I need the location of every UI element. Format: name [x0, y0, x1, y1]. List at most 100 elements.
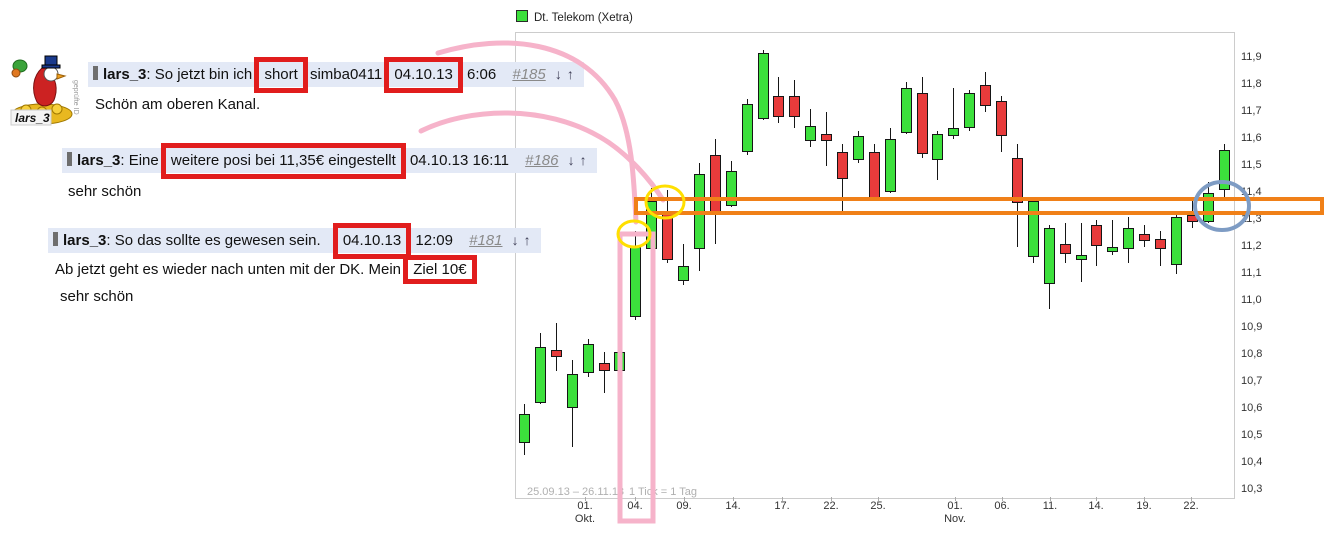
candle — [646, 201, 657, 249]
candle — [1203, 193, 1214, 222]
candle — [996, 101, 1007, 136]
boxed-phrase: weitere posi bei 11,35€ eingestellt — [170, 152, 396, 169]
y-axis-tick: 11,5 — [1241, 159, 1262, 171]
red-annotation-box: weitere posi bei 11,35€ eingestellt — [160, 143, 406, 179]
axis-tickmark — [684, 497, 685, 501]
post-datetime: 04.10.13 16:11 — [409, 152, 509, 169]
avatar: lars_3 geprüfte ID — [10, 55, 79, 126]
candle-wick — [1081, 223, 1082, 282]
legend-label: Dt. Telekom (Xetra) — [534, 12, 633, 24]
post-marker-icon — [53, 232, 58, 246]
red-annotation-box: short — [254, 57, 308, 93]
post-author-link[interactable]: lars_3 — [77, 152, 121, 169]
y-axis-tick: 10,6 — [1241, 402, 1263, 414]
y-axis-tick: 11,4 — [1241, 186, 1262, 198]
candle — [869, 152, 880, 200]
candle — [1139, 234, 1150, 241]
candle — [932, 134, 943, 160]
candle — [885, 139, 896, 192]
axis-tickmark — [585, 497, 586, 501]
post-permalink[interactable]: #181 — [469, 232, 503, 249]
candle — [1123, 228, 1134, 249]
y-axis-tick: 10,3 — [1241, 483, 1263, 495]
candle — [567, 374, 578, 408]
x-axis-tick: 14. — [725, 500, 741, 512]
candle — [1155, 239, 1166, 249]
candle — [1219, 150, 1230, 190]
candle — [630, 247, 641, 317]
axis-tickmark — [1096, 497, 1097, 501]
candle — [694, 174, 705, 249]
axis-tickmark — [1144, 497, 1145, 501]
post-header-185: lars_3: So jetzt bin ich short simba0411… — [88, 57, 584, 93]
down-arrow-icon[interactable]: ↓ — [511, 232, 519, 248]
axis-tickmark — [1050, 497, 1051, 501]
post-body-186: sehr schön — [68, 183, 142, 200]
post-author-link[interactable]: lars_3 — [103, 66, 147, 83]
chart-tick-note: 1 Tick = 1 Tag — [629, 486, 697, 498]
red-annotation-box: 04.10.13 — [384, 57, 463, 93]
post-author-link[interactable]: lars_3 — [63, 232, 107, 249]
y-axis-tick: 11,6 — [1241, 132, 1262, 144]
up-arrow-icon[interactable]: ↑ — [523, 232, 531, 248]
candle — [662, 212, 673, 260]
candle — [917, 93, 928, 154]
avatar-username: lars_3 — [15, 111, 50, 125]
post-text: simba0411 — [309, 66, 383, 83]
y-axis-tick: 10,7 — [1241, 375, 1263, 387]
candle — [964, 93, 975, 128]
post-body-181-line2: sehr schön — [60, 288, 134, 305]
down-arrow-icon[interactable]: ↓ — [554, 66, 562, 82]
down-arrow-icon[interactable]: ↓ — [567, 152, 575, 168]
candle — [1060, 244, 1071, 254]
candle — [519, 414, 530, 443]
candle — [1044, 228, 1055, 284]
x-axis-tick: 01. Okt. — [574, 500, 596, 525]
red-annotation-box: Ziel 10€ — [403, 255, 477, 284]
y-axis-tick: 11,9 — [1241, 51, 1262, 63]
candle — [726, 171, 737, 206]
candle — [1107, 247, 1118, 252]
y-axis-tick: 11,8 — [1241, 78, 1262, 90]
candle — [789, 96, 800, 117]
candle — [1012, 158, 1023, 203]
axis-tickmark — [1191, 497, 1192, 501]
up-arrow-icon[interactable]: ↑ — [566, 66, 574, 82]
legend-swatch-icon — [516, 10, 528, 22]
candle — [837, 152, 848, 179]
candle — [758, 53, 769, 119]
candle — [678, 266, 689, 281]
candle-wick — [683, 244, 684, 285]
boxed-date: 04.10.13 — [394, 66, 453, 83]
axis-tickmark — [733, 497, 734, 501]
post-permalink[interactable]: #186 — [525, 152, 559, 169]
candle — [551, 350, 562, 357]
candle — [535, 347, 546, 403]
axis-tickmark — [782, 497, 783, 501]
y-axis-tick: 10,9 — [1241, 321, 1263, 333]
up-arrow-icon[interactable]: ↑ — [579, 152, 587, 168]
chart-legend: Dt. Telekom (Xetra) — [516, 10, 633, 24]
post-text: : So das sollte es gewesen sein. — [106, 232, 321, 249]
post-marker-icon — [67, 152, 72, 166]
y-axis-tick: 11,2 — [1241, 240, 1262, 252]
chart-date-range: 25.09.13 – 26.11.13 — [527, 486, 625, 498]
x-axis-tick: 04. — [627, 500, 643, 512]
post-time: 6:06 — [466, 66, 497, 83]
post-text: : Eine — [120, 152, 159, 169]
post-text: : So jetzt bin ich — [146, 66, 253, 83]
candle — [948, 128, 959, 136]
candle-wick — [1065, 223, 1066, 263]
y-axis-tick: 11,0 — [1241, 294, 1262, 306]
candle — [821, 134, 832, 141]
boxed-word: short — [264, 66, 298, 83]
x-axis-tick: 22. — [1183, 500, 1199, 512]
axis-tickmark — [878, 497, 879, 501]
axis-tickmark — [955, 497, 956, 501]
post-permalink[interactable]: #185 — [512, 66, 546, 83]
red-annotation-box: 04.10.13 — [332, 223, 412, 259]
x-axis-tick: 19. — [1136, 500, 1152, 512]
x-axis-tick: 06. — [994, 500, 1010, 512]
candle — [773, 96, 784, 117]
